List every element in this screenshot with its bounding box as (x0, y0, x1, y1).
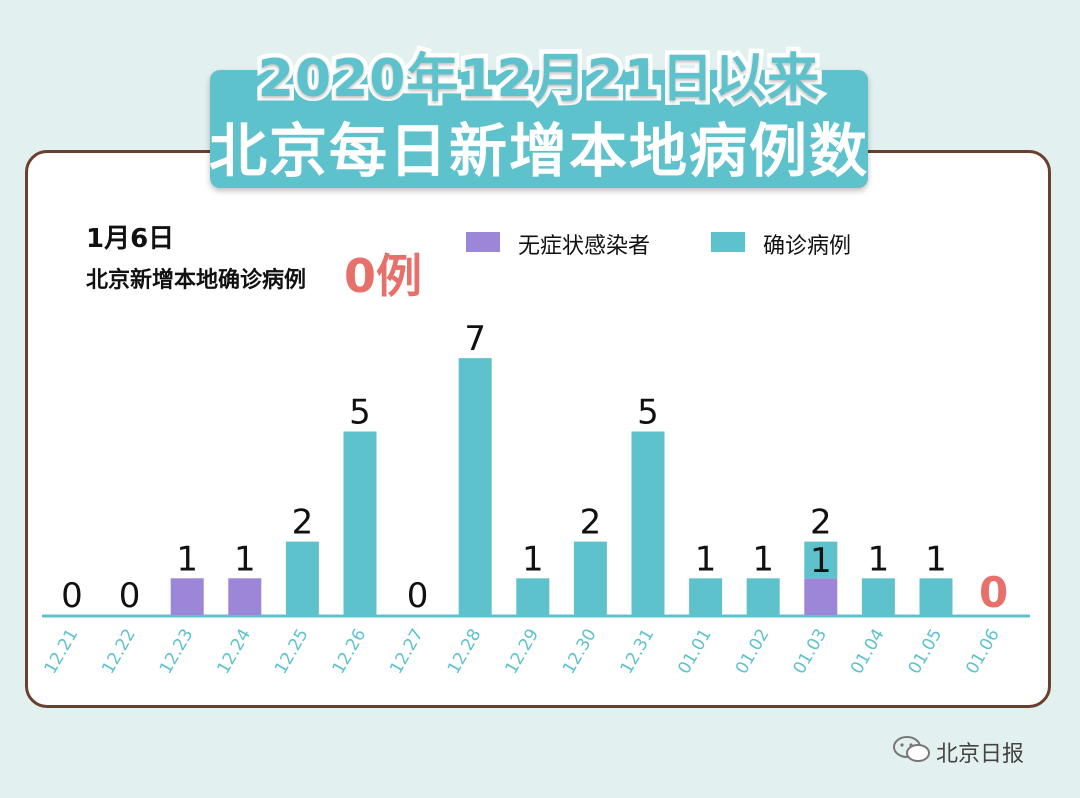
signature: 北京日报 (936, 742, 1025, 767)
x-tick-label: 12.31 (617, 626, 659, 678)
bar-confirmed-01.02 (746, 578, 780, 615)
bar-value-label: 1 (752, 539, 774, 579)
bar-value-label: 1 (522, 539, 544, 579)
x-tick-label: 01.05 (905, 626, 947, 678)
bar-inner-label: 1 (810, 541, 832, 581)
bar-confirmed-01.04 (861, 578, 895, 615)
x-tick-label: 12.28 (444, 626, 486, 678)
x-tick-label: 12.21 (41, 626, 83, 678)
x-tick-label: 12.27 (386, 626, 428, 678)
bar-value-label: 0 (119, 576, 141, 616)
summary-date: 1月6日 (86, 224, 175, 254)
x-tick-label: 12.23 (156, 626, 198, 678)
bar-confirmed-12.25 (285, 541, 319, 615)
bar-confirmed-01.01 (689, 578, 723, 615)
bar-value-label: 1 (234, 539, 256, 579)
bar-value-label: 2 (580, 503, 602, 543)
x-tick-label: 12.25 (271, 626, 313, 678)
bar-confirmed-01.05 (919, 578, 953, 615)
bar-confirmed-12.30 (573, 541, 607, 615)
summary-label: 北京新增本地确诊病例 (86, 268, 307, 293)
bar-value-label: 7 (464, 319, 486, 359)
bar-confirmed-01.03 (804, 541, 838, 579)
bar-confirmed-12.29 (516, 578, 550, 615)
x-tick-label: 01.03 (789, 626, 831, 678)
bar-value-label: 2 (810, 503, 832, 543)
title-line2: 北京每日新增本地病例数 (208, 117, 869, 185)
summary-value: 0例 (344, 249, 423, 303)
bar-confirmed-12.31 (631, 431, 665, 615)
x-tick-label: 01.01 (674, 626, 716, 678)
bar-value-label: 0 (61, 576, 83, 616)
bar-value-label: 1 (695, 539, 717, 579)
wechat-icon (893, 736, 930, 762)
legend-swatch-confirmed (711, 232, 745, 252)
x-tick-label: 12.24 (213, 626, 255, 678)
title-line1: 2020年12月21日以来 (253, 45, 823, 114)
legend-swatch-asymptomatic (466, 232, 500, 252)
bar-value-label: 2 (292, 503, 314, 543)
title-banner (210, 70, 868, 188)
x-tick-label: 01.06 (962, 626, 1004, 678)
legend-label-confirmed: 确诊病例 (763, 234, 852, 259)
bar-confirmed-12.28 (458, 358, 492, 615)
bar-value-label: 5 (349, 393, 371, 433)
x-tick-label: 12.26 (329, 626, 371, 678)
bar-value-label: 5 (637, 393, 659, 433)
bar-value-label: 1 (868, 539, 890, 579)
bar-asymptomatic-01.03 (804, 578, 838, 615)
bar-asymptomatic-12.23 (170, 578, 204, 615)
bar-confirmed-12.26 (343, 431, 377, 615)
x-tick-label: 01.02 (732, 626, 774, 678)
bar-value-label: 1 (176, 539, 198, 579)
x-tick-label: 12.29 (501, 626, 543, 678)
bar-asymptomatic-12.24 (228, 578, 262, 615)
bar-value-label: 0 (407, 576, 429, 616)
bar-value-label: 1 (925, 539, 947, 579)
legend-label-asymptomatic: 无症状感染者 (518, 234, 651, 259)
x-tick-label: 01.04 (847, 626, 889, 678)
bar-value-label: 0 (979, 568, 1008, 617)
x-tick-label: 12.30 (559, 626, 601, 678)
x-tick-label: 12.22 (98, 626, 140, 678)
